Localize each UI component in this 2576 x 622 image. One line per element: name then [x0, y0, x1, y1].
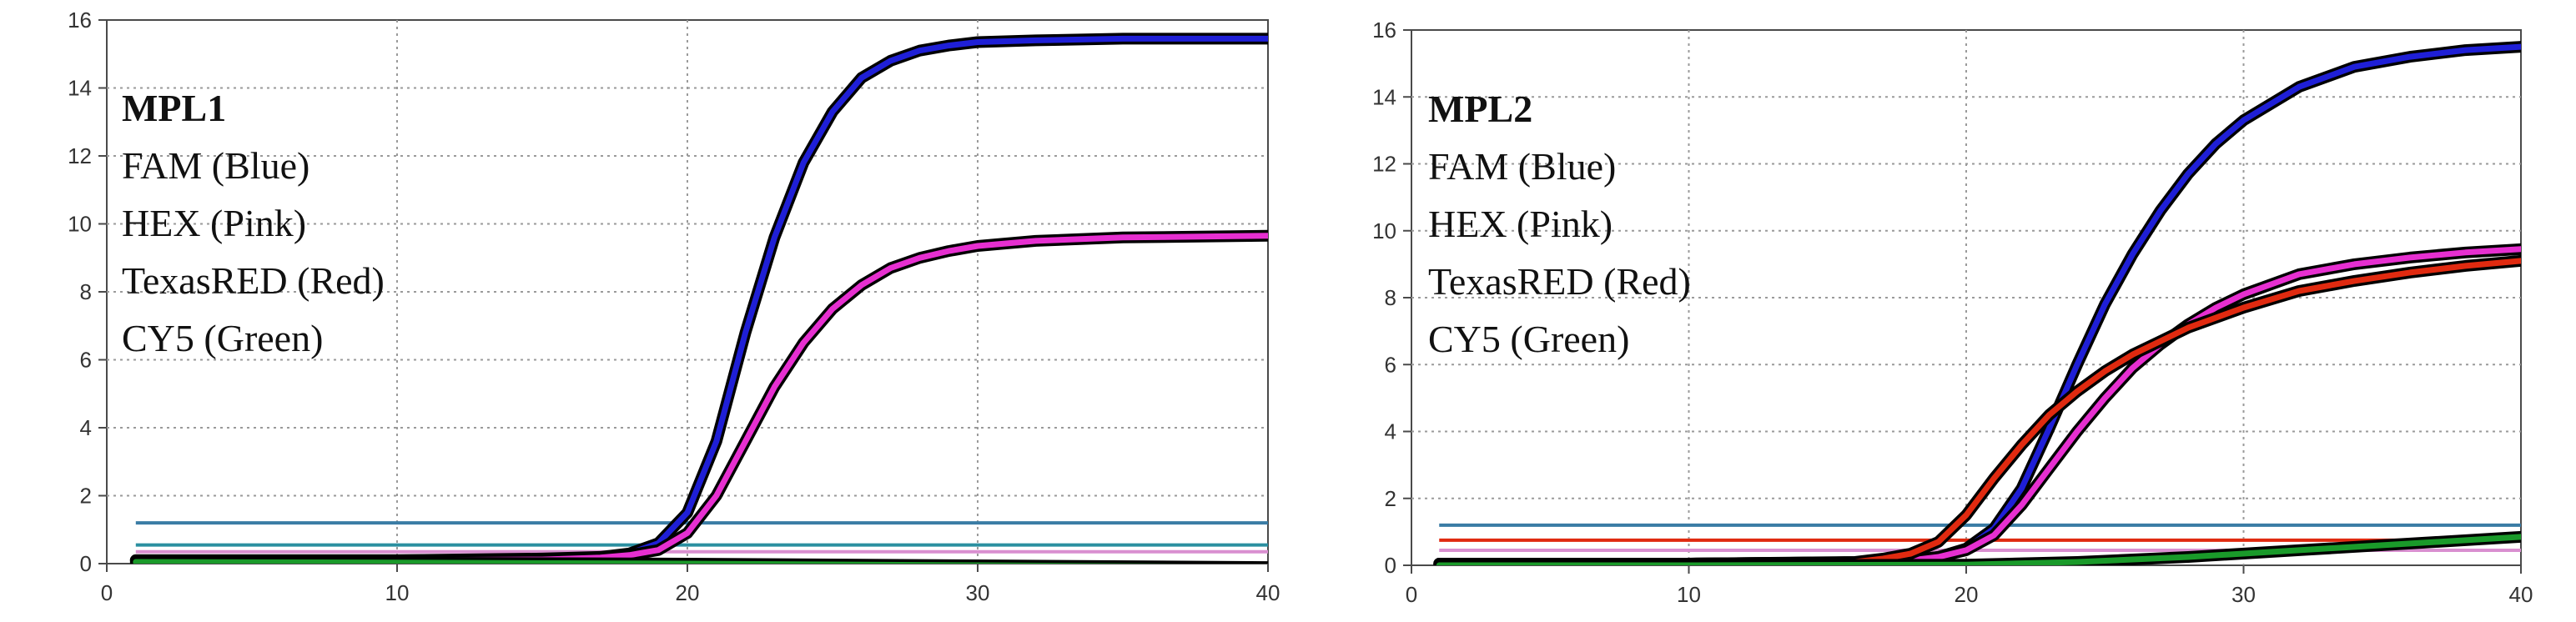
- legend-entry: FAM (Blue): [122, 144, 309, 187]
- y-tick-label: 10: [1372, 218, 1396, 243]
- legend-entry: FAM (Blue): [1428, 145, 1616, 188]
- x-tick-label: 20: [1955, 582, 1979, 607]
- legend-entry: TexasRED (Red): [1428, 260, 1691, 303]
- y-tick-label: 16: [68, 8, 92, 33]
- y-tick-label: 6: [80, 348, 92, 373]
- series-line: [1436, 258, 2521, 565]
- y-tick-label: 10: [68, 212, 92, 237]
- x-tick-label: 10: [385, 580, 410, 605]
- x-tick-label: 40: [1256, 580, 1280, 605]
- y-tick-label: 4: [80, 415, 92, 440]
- y-tick-label: 14: [68, 76, 92, 101]
- x-tick-label: 0: [101, 580, 113, 605]
- legend-entry: CY5 (Green): [122, 317, 323, 359]
- legend-entry: HEX (Pink): [122, 202, 306, 244]
- y-tick-label: 0: [80, 551, 92, 576]
- x-tick-label: 30: [966, 580, 990, 605]
- y-tick-label: 2: [80, 484, 92, 509]
- y-tick-label: 8: [1385, 285, 1396, 310]
- legend-title: MPL2: [1428, 88, 1532, 130]
- plot-content: [129, 33, 1268, 564]
- y-tick-label: 12: [1372, 152, 1396, 177]
- amplification-chart-mpl1: 0 2 4 6 8 10 12 14 16 0 10 20 30 40 MPL1 FAM (Blue) HEX …: [68, 8, 1280, 605]
- y-tick-label: 6: [1385, 352, 1396, 377]
- y-tick-label: 2: [1385, 486, 1396, 511]
- y-tick-label: 4: [1385, 419, 1396, 444]
- series-line: [1436, 534, 2521, 565]
- x-tick-label: 10: [1677, 582, 1701, 607]
- amplification-chart-mpl2: 0 2 4 6 8 10 12 14 16 0 10 20 30 40 MPL2 FAM (Blue) HEX …: [1372, 18, 2533, 607]
- x-tick-label: 0: [1406, 582, 1417, 607]
- x-tick-label: 20: [676, 580, 700, 605]
- plot-content: [1433, 41, 2521, 565]
- legend-title: MPL1: [122, 87, 226, 129]
- legend-entry: CY5 (Green): [1428, 318, 1629, 360]
- legend-entry: HEX (Pink): [1428, 203, 1613, 245]
- y-tick-label: 8: [80, 279, 92, 304]
- y-tick-label: 12: [68, 143, 92, 168]
- y-tick-label: 14: [1372, 84, 1396, 109]
- y-tick-label: 0: [1385, 553, 1396, 578]
- legend-entry: TexasRED (Red): [122, 259, 385, 302]
- x-tick-label: 30: [2231, 582, 2256, 607]
- x-tick-label: 40: [2509, 582, 2533, 607]
- y-tick-label: 16: [1372, 18, 1396, 43]
- series-line: [133, 559, 1185, 564]
